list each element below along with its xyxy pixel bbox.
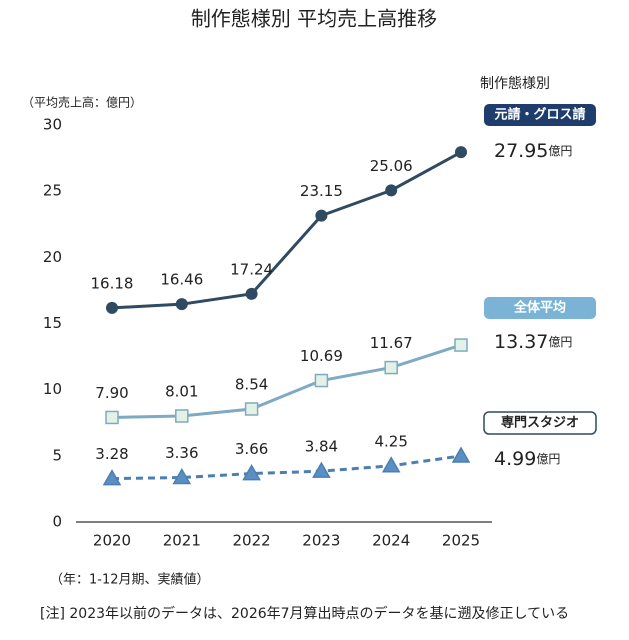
x-tick-label: 2023 bbox=[302, 532, 340, 550]
value-label: 8.01 bbox=[165, 383, 198, 401]
y-tick-label: 15 bbox=[43, 314, 62, 332]
value-label: 25.06 bbox=[370, 157, 413, 175]
y-tick-label: 5 bbox=[52, 446, 62, 464]
marker bbox=[242, 464, 261, 481]
value-label: 16.46 bbox=[160, 271, 203, 289]
marker bbox=[315, 209, 328, 222]
x-tick-label: 2020 bbox=[93, 532, 131, 550]
note-period: （年：1-12月期、実績値） bbox=[50, 572, 210, 588]
x-tick-label: 2024 bbox=[372, 532, 410, 550]
y-tick-label: 25 bbox=[43, 182, 62, 200]
value-label: 10.69 bbox=[300, 347, 343, 365]
x-tick-label: 2021 bbox=[163, 532, 201, 550]
marker bbox=[175, 298, 188, 311]
marker bbox=[172, 468, 192, 485]
value-label-number: 27.95 bbox=[494, 140, 548, 162]
marker bbox=[312, 461, 331, 478]
marker bbox=[106, 301, 118, 314]
marker bbox=[385, 184, 398, 197]
marker bbox=[314, 373, 329, 388]
value-label: 8.54 bbox=[235, 375, 268, 393]
value-label: 4.99億円 bbox=[494, 448, 560, 470]
unit-label: 億円 bbox=[548, 144, 572, 158]
marker bbox=[102, 469, 122, 486]
y-tick-label: 10 bbox=[43, 380, 62, 398]
y-tick-label: 20 bbox=[43, 248, 62, 266]
value-label: 11.67 bbox=[370, 334, 413, 352]
x-tick-label: 2025 bbox=[442, 532, 480, 550]
marker bbox=[455, 146, 467, 159]
value-label: 3.36 bbox=[165, 444, 198, 462]
legend-title: 制作態様別 bbox=[480, 76, 550, 92]
marker bbox=[381, 456, 401, 473]
marker bbox=[245, 287, 258, 300]
value-label: 27.95億円 bbox=[494, 140, 572, 162]
value-label: 4.25 bbox=[374, 432, 407, 450]
chart-title: 制作態様別 平均売上高推移 bbox=[191, 7, 437, 31]
value-label: 3.84 bbox=[305, 438, 338, 456]
value-label: 7.90 bbox=[95, 384, 128, 402]
y-tick-label: 30 bbox=[43, 116, 62, 134]
value-label: 23.15 bbox=[300, 182, 343, 200]
legend-label: 元請・グロス請 bbox=[494, 107, 585, 123]
marker bbox=[384, 360, 398, 375]
value-label-number: 4.99 bbox=[494, 448, 536, 470]
legend-label: 全体平均 bbox=[513, 300, 566, 316]
value-label: 17.24 bbox=[230, 260, 273, 278]
series-line bbox=[111, 454, 462, 481]
marker bbox=[454, 338, 468, 352]
value-label: 3.28 bbox=[95, 445, 128, 463]
marker bbox=[244, 402, 259, 416]
series-line bbox=[111, 150, 462, 310]
marker bbox=[451, 446, 471, 463]
unit-label: 億円 bbox=[548, 335, 572, 349]
legend-label: 専門スタジオ bbox=[501, 415, 579, 431]
value-label: 13.37億円 bbox=[494, 331, 572, 353]
note: [注] 2023年以前のデータは、2026年7月算出時点のデータを基に遡及修正し… bbox=[40, 605, 569, 622]
y-axis-label: （平均売上高：億円） bbox=[22, 95, 142, 110]
marker bbox=[105, 410, 119, 425]
value-label-number: 13.37 bbox=[494, 331, 548, 353]
series-line bbox=[111, 343, 462, 419]
legend-badge bbox=[484, 297, 596, 319]
legend-badge bbox=[484, 104, 596, 126]
marker bbox=[175, 409, 189, 423]
value-label: 3.66 bbox=[235, 440, 268, 458]
x-tick-label: 2022 bbox=[233, 532, 271, 550]
unit-label: 億円 bbox=[536, 452, 560, 466]
legend-badge bbox=[483, 411, 597, 435]
y-tick-label: 0 bbox=[52, 513, 62, 531]
value-label: 16.18 bbox=[91, 274, 134, 292]
